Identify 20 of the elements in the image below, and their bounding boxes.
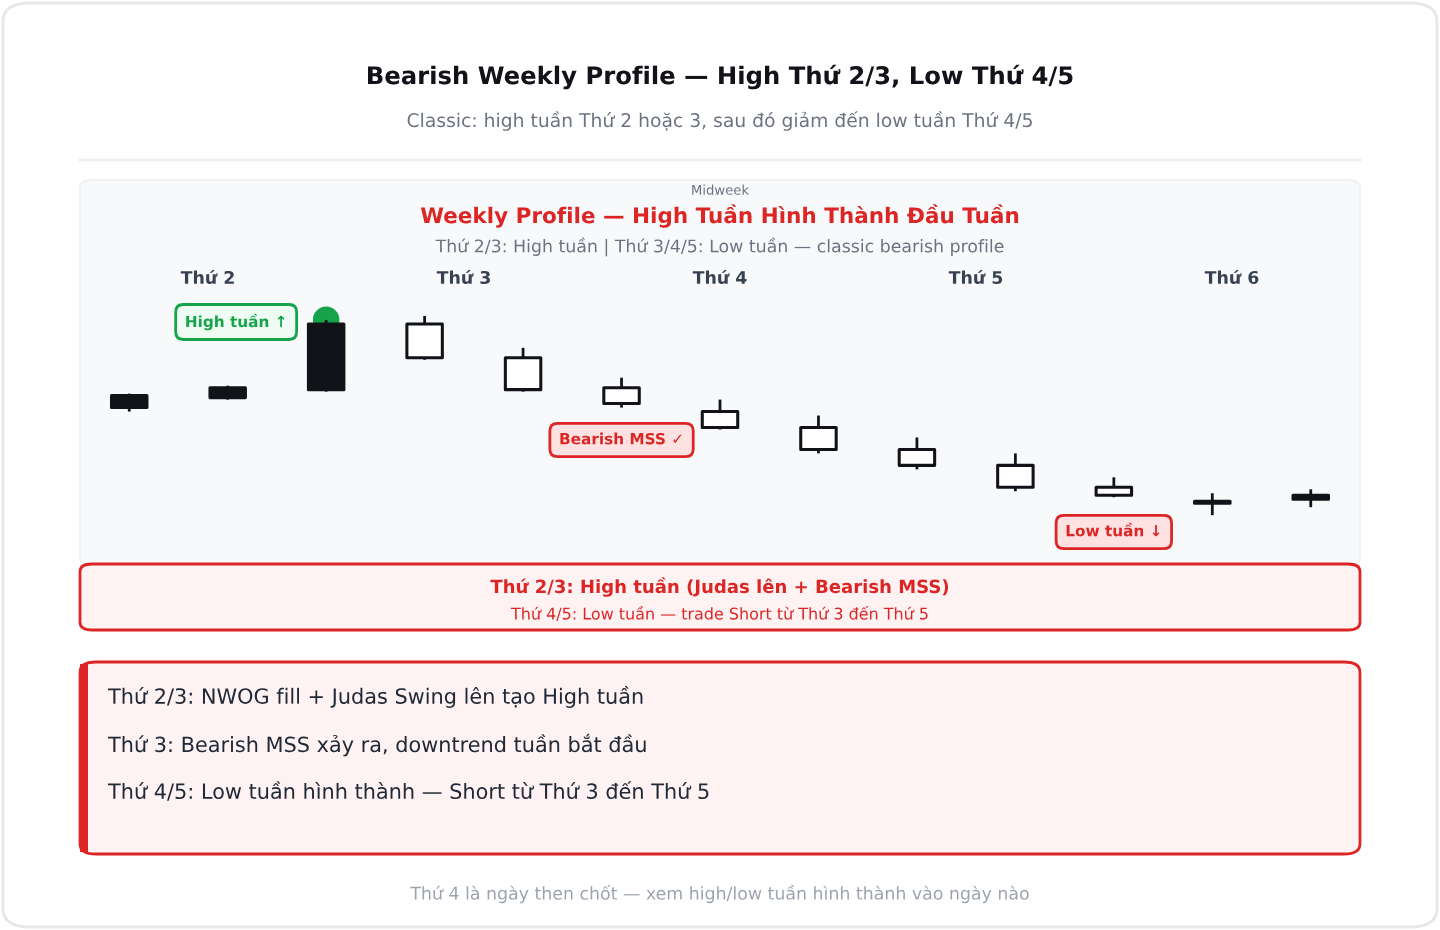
candlestick [1193,491,1232,517]
chart-subtitle: Classic: high tuần Thứ 2 hoặc 3, sau đó giảm đến low tuần Thứ 4/5 [407,111,1032,131]
text: Thứ 4 là ngày then chốt — xem high/low tuần hình thành vào ngày nào [410,884,1029,904]
text: Thứ 5 [948,269,1003,285]
text: Thứ 4/5: Low tuần hình thành — Short từ Thứ 3 đến Thứ 5 [107,781,709,801]
annotation: High tuần ↑ [186,313,285,331]
chart-title: Bearish Weekly Profile — High Thứ 2/3, Low Thứ 4/5 [368,64,1073,90]
text: Weekly Profile — High Tuần Hình Thành Đầu Tuần [420,204,1019,228]
text: Thứ 4/5: Low tuần — trade Short từ Thứ 3 đến Thứ 5 [510,605,928,621]
annotation: Bearish MSS ✓ [560,432,682,445]
text: Thứ 2/3: NWOG fill + Judas Swing lên tạo High tuần [107,686,643,708]
text: Low tuần ↓ [1066,522,1160,537]
text: Thứ 3 [436,269,490,285]
text: Thứ 6 [1204,269,1259,285]
text: Thứ 3: Bearish MSS xảy ra, downtrend tuần bắt đầu [107,733,646,757]
text: Thứ 2/3: High tuần | Thứ 3/4/5: Low tuần — classic bearish profile [435,237,1004,257]
text: Thứ 2/3: High tuần (Judas lên + Bearish MSS) [490,577,949,597]
text: Thứ 4 [692,269,747,285]
text: Thứ 2 [180,269,234,285]
text: Midweek [692,184,750,195]
